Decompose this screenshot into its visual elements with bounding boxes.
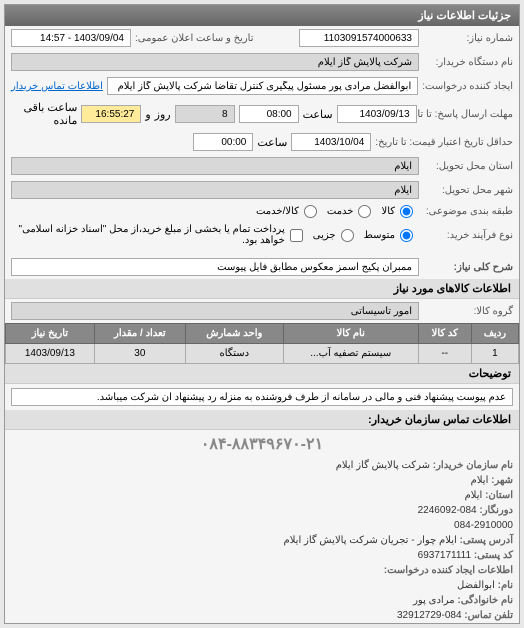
goods-group-field[interactable] bbox=[11, 302, 419, 320]
city-field[interactable] bbox=[11, 181, 419, 199]
desc-section-title: توضیحات bbox=[5, 364, 519, 384]
validity-time[interactable] bbox=[193, 133, 253, 151]
table-header: کد کالا bbox=[418, 324, 471, 344]
phone-val: 084-32912729 bbox=[397, 610, 462, 621]
phone-label: تلفن تماس: bbox=[464, 610, 513, 621]
deadline-date[interactable] bbox=[337, 105, 417, 123]
addr-val: ایلام چوار - تجریان شرکت پالایش گاز ایلا… bbox=[284, 535, 457, 546]
panel-title: جزئیات اطلاعات نیاز bbox=[5, 5, 519, 26]
addr-label: آدرس پستی: bbox=[460, 535, 513, 546]
table-header: واحد شمارش bbox=[185, 324, 283, 344]
announce-label: تاریخ و ساعت اعلان عمومی: bbox=[135, 33, 254, 44]
remain-time bbox=[81, 105, 141, 123]
org-val: شرکت پالایش گاز ایلام bbox=[336, 460, 430, 471]
table-header: تاریخ نیاز bbox=[6, 324, 95, 344]
name-label: نام: bbox=[498, 580, 513, 591]
org-label: نام سازمان خریدار: bbox=[433, 460, 513, 471]
city2-val: ایلام bbox=[471, 475, 489, 486]
summary-label: شرح کلی نیاز: bbox=[423, 262, 513, 273]
goods-section-title: اطلاعات کالاهای مورد نیاز bbox=[5, 279, 519, 299]
remain-label: ساعت باقی مانده bbox=[11, 101, 77, 127]
radio-kala[interactable]: کالا bbox=[381, 205, 413, 218]
contact-section-title: اطلاعات تماس سازمان خریدار: bbox=[5, 410, 519, 430]
remain-days bbox=[175, 105, 235, 123]
announce-field[interactable] bbox=[11, 29, 131, 47]
postcode-val: 084-2910000 bbox=[454, 520, 513, 531]
process-note-check[interactable]: پرداخت تمام یا بخشی از مبلغ خرید،از محل … bbox=[11, 224, 303, 246]
fax-label: دورنگار: bbox=[479, 505, 513, 516]
radio-mid[interactable]: متوسط bbox=[364, 229, 413, 242]
table-header: ردیف bbox=[471, 324, 518, 344]
table-header: نام کالا bbox=[283, 324, 418, 344]
validity-label: حداقل تاریخ اعتبار قیمت: تا تاریخ: bbox=[375, 137, 513, 148]
req-creator-label: اطلاعات ایجاد کننده درخواست: bbox=[384, 565, 513, 576]
buyer-field[interactable] bbox=[11, 53, 419, 71]
goods-group-label: گروه کالا: bbox=[423, 306, 513, 317]
city-label: شهر محل تحویل: bbox=[423, 185, 513, 196]
main-panel: جزئیات اطلاعات نیاز شماره نیاز: تاریخ و … bbox=[4, 4, 520, 624]
state2-label: استان: bbox=[485, 490, 513, 501]
need-no-field[interactable] bbox=[299, 29, 419, 47]
deadline-time[interactable] bbox=[239, 105, 299, 123]
group-label: طبقه بندی موضوعی: bbox=[423, 206, 513, 217]
table-header: تعداد / مقدار bbox=[94, 324, 185, 344]
creator-label: ایجاد کننده درخواست: bbox=[422, 81, 513, 92]
and-label: و bbox=[145, 108, 150, 121]
validity-date[interactable] bbox=[291, 133, 371, 151]
bcode-label: کد پستی: bbox=[474, 550, 513, 561]
goods-table: ردیفکد کالانام کالاواحد شمارشتعداد / مقد… bbox=[5, 323, 519, 364]
family-val: مرادی پور bbox=[413, 595, 455, 606]
contact-link[interactable]: اطلاعات تماس خریدار bbox=[11, 81, 103, 92]
radio-kala-service[interactable]: کالا/خدمت bbox=[256, 205, 317, 218]
days-label: روز bbox=[155, 108, 171, 121]
bcode-val: 6937171111 bbox=[418, 550, 471, 561]
name-val: ابوالفضل bbox=[457, 580, 495, 591]
state-field[interactable] bbox=[11, 157, 419, 175]
phone-large: ۰۸۴-۸۸۳۴۹۶۷۰-۲۱ bbox=[5, 430, 519, 458]
hour-label-2: ساعت bbox=[257, 136, 287, 149]
buyer-label: نام دستگاه خریدار: bbox=[423, 57, 513, 68]
radio-minor[interactable]: جزیی bbox=[313, 229, 354, 242]
creator-field[interactable] bbox=[107, 77, 418, 95]
process-label: نوع فرآیند خرید: bbox=[423, 230, 513, 241]
state-label: استان محل تحویل: bbox=[423, 161, 513, 172]
summary-field[interactable] bbox=[11, 258, 419, 276]
deadline-label: مهلت ارسال پاسخ: تا تاریخ: bbox=[421, 109, 513, 120]
state2-val: ایلام bbox=[465, 490, 483, 501]
radio-service[interactable]: خدمت bbox=[327, 205, 372, 218]
hour-label-1: ساعت bbox=[303, 108, 333, 121]
fax-val: 084-2246092 bbox=[418, 505, 477, 516]
need-no-label: شماره نیاز: bbox=[423, 33, 513, 44]
desc-field[interactable] bbox=[11, 388, 513, 406]
table-row[interactable]: 1--سیستم تصفیه آب...دستگاه301403/09/13 bbox=[6, 344, 519, 364]
family-label: نام خانوادگی: bbox=[457, 595, 513, 606]
city2-label: شهر: bbox=[491, 475, 513, 486]
